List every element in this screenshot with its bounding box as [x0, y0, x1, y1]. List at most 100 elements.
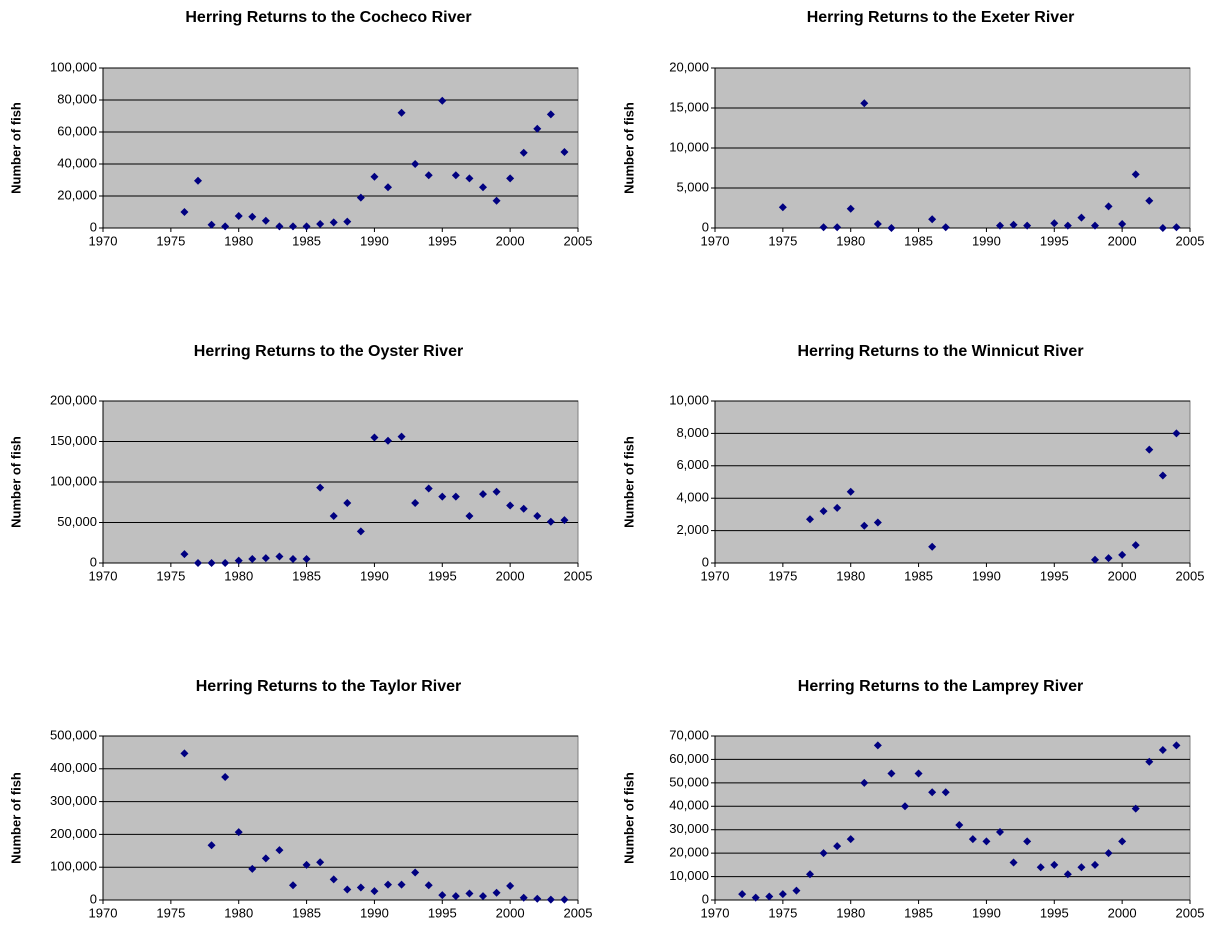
point [873, 220, 882, 228]
y-tick-label: 50,000 [57, 514, 97, 529]
point [329, 875, 338, 884]
point [1036, 863, 1045, 872]
x-tick-label: 1995 [428, 568, 457, 583]
point [533, 124, 542, 133]
point [397, 432, 406, 441]
y-tick-label: 6,000 [676, 457, 709, 472]
point [996, 828, 1004, 837]
chart-title: Herring Returns to the Cocheco River [185, 9, 471, 26]
point [887, 769, 896, 778]
y-tick-label: 2,000 [676, 522, 709, 537]
chart-title: Herring Returns to the Lamprey River [798, 678, 1083, 695]
point [1009, 220, 1018, 229]
point [1172, 429, 1181, 438]
x-tick-label: 1995 [1040, 568, 1069, 583]
point [492, 196, 501, 205]
y-tick-label: 20,000 [57, 187, 97, 202]
point [533, 894, 542, 903]
plot-area [102, 67, 579, 229]
x-tick-label: 1990 [972, 568, 1001, 583]
x-tick-label: 1975 [156, 905, 185, 920]
x-tick-label: 1980 [836, 233, 865, 248]
point [560, 148, 569, 156]
point [289, 222, 297, 231]
point [1009, 858, 1018, 867]
point [465, 512, 474, 521]
point [397, 880, 406, 889]
point [275, 552, 284, 561]
point [1145, 445, 1154, 454]
point [397, 108, 406, 117]
x-tick-label: 1980 [224, 233, 253, 248]
point [207, 841, 216, 850]
x-tick-label: 2000 [496, 568, 525, 583]
x-tick-label: 1995 [1040, 233, 1069, 248]
point [221, 222, 230, 231]
y-tick-label: 60,000 [669, 751, 709, 766]
point [519, 504, 528, 513]
point [1063, 870, 1072, 879]
x-tick-label: 1970 [701, 905, 730, 920]
point [370, 433, 379, 442]
y-tick-label: 0 [90, 219, 97, 234]
point [941, 788, 950, 797]
point [194, 559, 202, 567]
x-tick-label: 1970 [89, 568, 118, 583]
point [343, 499, 352, 508]
point [370, 172, 379, 181]
x-tick-label: 1995 [428, 233, 457, 248]
point [519, 148, 528, 157]
y-tick-label: 200,000 [50, 392, 97, 407]
point [275, 846, 284, 855]
y-tick-label: 50,000 [669, 774, 709, 789]
point [316, 483, 325, 492]
point [860, 521, 869, 530]
y-tick-label: 80,000 [57, 91, 97, 106]
y-tick-label: 0 [702, 891, 709, 906]
point [384, 880, 392, 889]
point [1118, 220, 1127, 228]
point [248, 212, 257, 221]
x-tick-label: 1975 [768, 233, 797, 248]
x-tick-label: 1990 [972, 905, 1001, 920]
y-tick-label: 100,000 [50, 59, 97, 74]
x-tick-label: 1990 [360, 233, 389, 248]
point [1118, 837, 1127, 846]
point [438, 492, 447, 501]
point [384, 436, 392, 445]
x-tick-label: 2005 [1176, 905, 1205, 920]
y-tick-label: 20,000 [669, 845, 709, 860]
chart-title: Herring Returns to the Taylor River [196, 678, 462, 695]
point [1091, 221, 1099, 230]
point [928, 788, 937, 797]
point [546, 895, 555, 904]
x-tick-label: 1990 [360, 905, 389, 920]
point [411, 499, 420, 508]
plot-area [714, 735, 1191, 901]
point [1158, 746, 1167, 755]
chart-title: Herring Returns to the Winnicut River [797, 343, 1083, 360]
point [928, 215, 937, 224]
point [519, 893, 528, 902]
point [316, 858, 325, 867]
y-tick-label: 70,000 [669, 727, 709, 742]
point [1050, 860, 1059, 869]
y-axis-label: Number of fish [621, 772, 636, 864]
point [275, 222, 284, 231]
point [329, 512, 338, 521]
point [424, 484, 433, 493]
point [1131, 804, 1140, 813]
x-tick-label: 1985 [904, 568, 933, 583]
x-tick-label: 2005 [564, 905, 593, 920]
point [261, 854, 270, 863]
y-tick-label: 100,000 [50, 473, 97, 488]
point [1172, 741, 1181, 750]
point [302, 222, 311, 231]
point [465, 174, 474, 183]
y-axis-label: Number of fish [621, 436, 636, 528]
y-tick-label: 10,000 [669, 868, 709, 883]
y-tick-label: 15,000 [669, 99, 709, 114]
y-tick-label: 30,000 [669, 821, 709, 836]
point [1091, 555, 1099, 564]
point [356, 193, 365, 202]
